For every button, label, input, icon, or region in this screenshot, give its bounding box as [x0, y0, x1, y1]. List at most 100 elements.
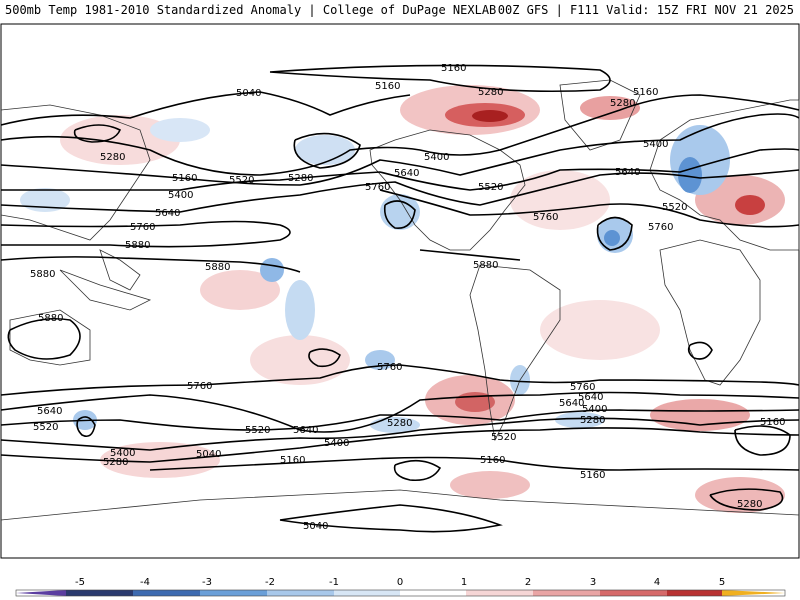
colorbar-high-arrow: [722, 590, 785, 596]
contour-label: 5400: [168, 190, 193, 201]
contour-label: 5280: [478, 87, 503, 98]
colorbar-segment: [667, 590, 722, 596]
warm-anomaly-patch: [100, 442, 220, 478]
colorbar-segment: [200, 590, 267, 596]
contour-label: 5640: [578, 392, 603, 403]
contour-label: 5760: [377, 362, 402, 373]
contour-label: 5760: [533, 212, 558, 223]
contour-5880-africa: [687, 341, 713, 360]
warm-anomaly-patch: [60, 115, 180, 165]
contour-label: 5160: [580, 470, 605, 481]
contour-label: 5280: [100, 152, 125, 163]
colorbar-tick-label: -4: [140, 577, 150, 588]
colorbar-low-arrow: [16, 590, 66, 596]
contour-5520-south: [0, 409, 800, 431]
cold-anomaly-patch: [295, 135, 355, 165]
contour-label: 5280: [288, 173, 313, 184]
contour-5040: [0, 91, 411, 126]
contour-label: 5880: [38, 313, 63, 324]
cold-anomaly-patch: [260, 258, 284, 282]
contour-label: 5760: [187, 381, 212, 392]
contour-5160-north: [269, 64, 611, 93]
contour-label: 5640: [615, 167, 640, 178]
contour-label: 5760: [648, 222, 673, 233]
contour-5520-north: [0, 148, 800, 191]
contour-label: 5640: [394, 168, 419, 179]
contour-label: 5400: [110, 448, 135, 459]
cold-anomaly-patch: [370, 417, 420, 433]
contour-label: 5040: [303, 521, 328, 532]
contour-label: 5880: [473, 260, 498, 271]
contour-label: 5400: [643, 139, 668, 150]
warm-anomaly-core: [472, 110, 508, 122]
contour-5160-east: [734, 425, 791, 456]
colorbar-tick-label: -3: [202, 577, 212, 588]
contour-label: 5880: [125, 240, 150, 251]
contour-label: 5880: [30, 269, 55, 280]
contour-5760-south: [0, 364, 800, 396]
colorbar-tick-label: 5: [719, 577, 725, 588]
cold-anomaly-patch: [285, 280, 315, 340]
colorbar-segment: [267, 590, 334, 596]
contour-label: 5280: [737, 499, 762, 510]
colorbar-border: [15, 589, 786, 597]
contour-label: 5760: [365, 182, 390, 193]
south-america-outline: [469, 264, 561, 442]
contour-5880-north: [0, 256, 301, 273]
contour-label: 5640: [293, 425, 318, 436]
contour-label: 5400: [324, 438, 349, 449]
contour-label: 5760: [130, 222, 155, 233]
warm-anomaly-patch: [250, 335, 350, 385]
colorbar-segment: [334, 590, 400, 596]
contour-5280-south: [0, 427, 800, 463]
contour-5880-australia: [7, 317, 81, 360]
colorbar-segment: [66, 590, 133, 596]
contour-label: 5160: [480, 455, 505, 466]
map-title: 500mb Temp 1981-2010 Standardized Anomal…: [5, 3, 497, 17]
contour-5040-south: [279, 504, 503, 533]
contour-5280-closed-asia: [73, 124, 122, 143]
contour-label: 5400: [424, 152, 449, 163]
contour-label: 5520: [245, 425, 270, 436]
contour-label: 5880: [205, 262, 230, 273]
contour-label: 5520: [491, 432, 516, 443]
contour-label: 5040: [236, 88, 261, 99]
contour-labels: 5160 5160 5160 5040 5280 5280 5280 5280 …: [30, 63, 785, 532]
colorbar-tick-label: 3: [590, 577, 596, 588]
contour-label: 5040: [196, 449, 221, 460]
warm-anomaly-patch: [200, 270, 280, 310]
colorbar-tick-label: 0: [397, 577, 403, 588]
colorbar-segment: [466, 590, 533, 596]
contour-label: 5400: [582, 404, 607, 415]
contour-5760-closed: [596, 216, 633, 251]
contour-label: 5640: [155, 208, 180, 219]
warm-anomaly-patch: [695, 477, 785, 513]
contour-label: 5280: [580, 415, 605, 426]
contour-label: 5160: [441, 63, 466, 74]
contour-5160-closed-south: [393, 459, 442, 482]
colorbar-segment: [133, 590, 200, 596]
australia-outline: [9, 309, 91, 366]
contour-5880-america: [419, 249, 521, 261]
warm-anomaly-patch: [580, 96, 640, 120]
africa-outline: [659, 239, 761, 386]
contour-5520-closed: [76, 416, 96, 438]
contour-label: 5760: [570, 382, 595, 393]
contour-label: 5640: [559, 398, 584, 409]
colorbar-tick-label: 2: [525, 577, 531, 588]
contour-label: 5520: [33, 422, 58, 433]
cold-anomaly-patch: [150, 118, 210, 142]
contour-5280-north: [0, 94, 800, 176]
contour-label: 5160: [280, 455, 305, 466]
colorbar-segment: [400, 590, 466, 596]
warm-anomaly-patch: [650, 399, 750, 431]
colorbar-tick-label: -5: [75, 577, 85, 588]
warm-anomaly-core: [735, 195, 765, 215]
contour-label: 5280: [103, 457, 128, 468]
height-contours: [0, 64, 800, 533]
model-run-info: 00Z GFS | F111 Valid: 15Z FRI NOV 21 202…: [497, 3, 794, 17]
warm-anomaly-patch: [450, 471, 530, 499]
contour-5280-closed: [293, 132, 361, 169]
colorbar-tick-label: -2: [265, 577, 275, 588]
